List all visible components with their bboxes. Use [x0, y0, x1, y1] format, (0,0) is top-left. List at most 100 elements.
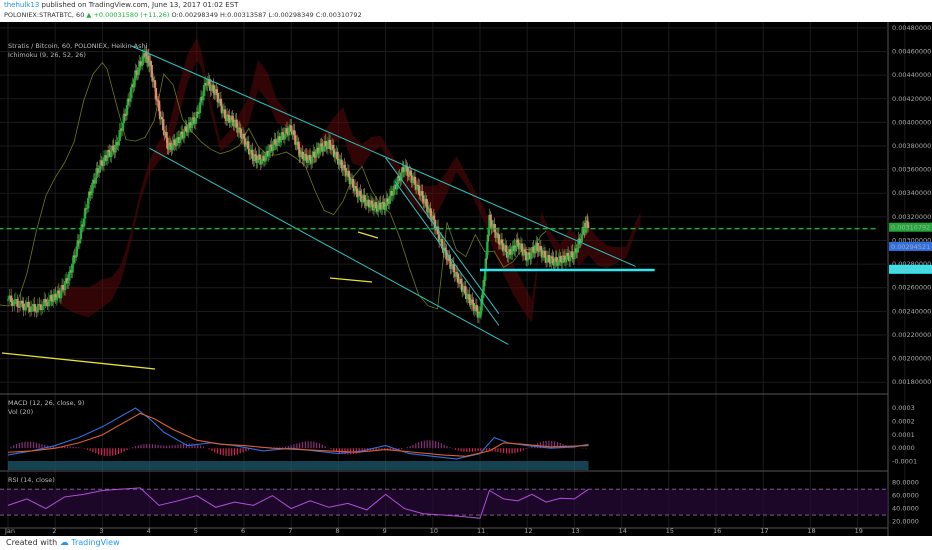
candle-body: [444, 247, 447, 251]
candle-body: [454, 272, 458, 277]
candle-body: [509, 249, 512, 255]
candle-body: [305, 155, 309, 163]
candle-body: [128, 98, 132, 102]
candle-body: [210, 86, 213, 91]
candle-body: [187, 124, 190, 133]
candle-body: [175, 137, 179, 146]
volume-area: [8, 461, 589, 470]
candle-body: [485, 258, 488, 260]
candle-body: [126, 98, 130, 105]
candle-body: [290, 125, 293, 132]
candle-body: [422, 195, 425, 204]
candle-body: [344, 168, 347, 177]
candle-body: [475, 305, 479, 312]
candle-body: [73, 255, 76, 258]
candle-body: [586, 220, 589, 223]
macd-series-signal: [7, 412, 589, 457]
candle-body: [160, 117, 164, 120]
candle-body: [411, 179, 415, 183]
price-tick-label: 0.00380000: [892, 142, 931, 150]
ohlc-open: O:0.00298349: [171, 11, 218, 19]
publisher-name[interactable]: thehulk13: [4, 1, 40, 9]
time-tick-label: Jan: [4, 527, 15, 535]
candle-body: [180, 131, 184, 135]
trading-chart[interactable]: 0.00480000 0.00460000 0.00440000 0.00420000…: [0, 22, 932, 536]
candle-body: [9, 295, 13, 303]
macd-tick-label: 0.0003: [892, 404, 915, 412]
candle-body: [481, 290, 485, 298]
candle-body: [432, 215, 436, 220]
candle-body: [47, 299, 51, 307]
candle-body: [573, 251, 576, 260]
candle-body: [490, 220, 493, 229]
rsi-tick-label: 60.0000: [892, 492, 919, 500]
candle-body: [262, 155, 266, 161]
candle-body: [133, 80, 136, 88]
candle-body: [137, 67, 140, 76]
candle-body: [450, 266, 453, 269]
candle-body: [50, 295, 53, 302]
ohlc-low: L:0.00298349: [268, 11, 314, 19]
candle-body: [124, 114, 128, 116]
candle-body: [85, 208, 89, 210]
candle-body: [396, 176, 400, 185]
publisher-line: thehulk13 published on TradingView.com, …: [4, 1, 238, 9]
candle-body: [22, 303, 25, 311]
candle-body: [410, 175, 414, 183]
candle-body: [217, 102, 221, 104]
candle-body: [511, 245, 514, 255]
candle-body: [82, 218, 86, 227]
macd-series-macd: [7, 407, 589, 460]
candle-body: [486, 241, 489, 255]
candle-body: [363, 194, 366, 203]
candle-body: [135, 70, 138, 73]
published-text: published on TradingView.com, June 13, 2…: [41, 1, 239, 9]
candle-body: [35, 311, 38, 313]
candle-body: [306, 160, 310, 163]
candle-body: [31, 304, 35, 307]
chart-footer: Created with ☁ TradingView: [0, 536, 932, 550]
candle-body: [445, 250, 448, 260]
ohlc-close: C:0.00310792: [315, 11, 362, 19]
candle-body: [452, 263, 455, 273]
candle-body: [516, 239, 519, 243]
time-tick-label: 19: [855, 527, 863, 535]
trendline-channel-upper: [130, 45, 636, 267]
candle-body: [219, 98, 223, 106]
candle-body: [56, 290, 60, 298]
candle-body: [147, 55, 150, 63]
time-tick-label: 11: [477, 527, 485, 535]
candle-body: [543, 250, 547, 258]
candle-body: [16, 299, 19, 307]
candle-body: [154, 87, 158, 100]
tradingview-brand[interactable]: TradingView: [71, 538, 120, 547]
candle-body: [381, 201, 384, 210]
candle-body: [19, 300, 22, 308]
candle-body: [356, 188, 359, 198]
candle-body: [569, 255, 572, 262]
candle-body: [374, 202, 378, 209]
time-tick-label: 12: [524, 527, 532, 535]
candle-body: [379, 202, 382, 210]
candle-body: [201, 95, 205, 101]
price-tick-label: 0.00360000: [892, 166, 931, 174]
candle-body: [500, 239, 504, 244]
candle-body: [550, 256, 553, 263]
candle-body: [270, 144, 273, 147]
candle-body: [145, 51, 148, 57]
candle-body: [577, 238, 580, 249]
candle-body: [78, 239, 82, 244]
candle-body: [98, 165, 101, 173]
candle-body: [559, 255, 562, 263]
candle-body: [459, 279, 463, 284]
candle-body: [372, 206, 376, 211]
yellow-annotation-line: [1, 352, 156, 370]
candle-body: [551, 256, 554, 259]
candle-body: [297, 141, 300, 150]
chart-header: thehulk13 published on TradingView.com, …: [0, 0, 932, 22]
candle-body: [349, 180, 353, 185]
price-tick-label: 0.00240000: [892, 307, 931, 315]
candle-body: [215, 89, 218, 93]
candle-body: [402, 167, 405, 172]
candle-body: [44, 299, 47, 303]
